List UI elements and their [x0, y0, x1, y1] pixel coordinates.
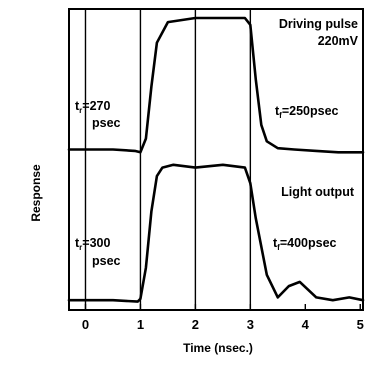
- x-axis-title: Time (nsec.): [183, 341, 253, 355]
- t-letter: t: [275, 104, 280, 118]
- annotation-tf-top: tf=250psec: [275, 104, 339, 120]
- annotation-tr-top: tr=270: [75, 99, 111, 115]
- tr-top-value: =270: [82, 99, 110, 113]
- annotation-tf-bottom: tf=400psec: [273, 236, 337, 252]
- series-group: [67, 16, 365, 303]
- annotation-voltage: 220mV: [318, 34, 359, 48]
- vertical-grid: [84, 9, 252, 310]
- sub-r: r: [79, 106, 82, 115]
- series-line-light-output: [67, 163, 365, 303]
- tr-bottom-value: =300: [82, 236, 110, 250]
- sub-r: r: [79, 243, 82, 252]
- annotation-tr-top-unit: psec: [92, 116, 121, 130]
- x-tick-label-4: 4: [302, 317, 310, 332]
- x-tick-labels: 0 1 2 3 4 5: [82, 304, 364, 332]
- tf-bottom-value: =400psec: [280, 236, 337, 250]
- x-tick-label-1: 1: [137, 317, 144, 332]
- annotation-tr-bottom: tr=300: [75, 236, 111, 252]
- annotation-light-output: Light output: [281, 185, 355, 199]
- annotation-driving-pulse: Driving pulse: [279, 17, 358, 31]
- t-letter: t: [75, 236, 80, 250]
- sub-f: f: [277, 243, 280, 252]
- x-tick-label-0: 0: [82, 317, 89, 332]
- x-tick-label-3: 3: [247, 317, 254, 332]
- x-tick-label-5: 5: [357, 317, 364, 332]
- sub-f: f: [279, 111, 282, 120]
- y-axis-title: Response: [29, 164, 43, 222]
- annotation-tr-bottom-unit: psec: [92, 254, 121, 268]
- plot-frame: [68, 8, 364, 311]
- series-line-driving-pulse: [67, 16, 365, 154]
- tf-top-value: =250psec: [282, 104, 339, 118]
- t-letter: t: [75, 99, 80, 113]
- x-tick-label-2: 2: [192, 317, 199, 332]
- t-letter: t: [273, 236, 278, 250]
